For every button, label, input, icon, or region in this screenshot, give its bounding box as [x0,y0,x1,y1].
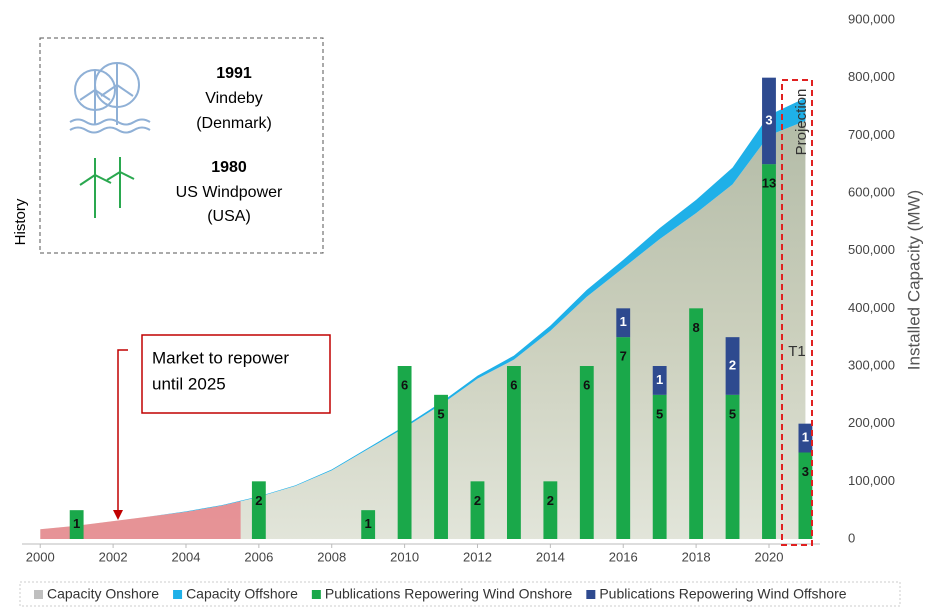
y-tick-label: 600,000 [848,184,895,199]
y-tick-label: 900,000 [848,11,895,26]
bar [252,481,266,539]
x-tick-label: 2010 [390,549,419,564]
bar-label: 1 [802,430,809,445]
bar [543,481,557,539]
offshore-icon [70,63,150,133]
bar-label: 1 [620,314,627,329]
legend-swatch [312,590,321,599]
bar [616,337,630,539]
bar-label: 2 [474,493,481,508]
legend-swatch [34,590,43,599]
legend-label: Capacity Offshore [186,586,298,602]
y-tick-label: 300,000 [848,357,895,372]
x-tick-label: 2014 [536,549,565,564]
annotation-text: Market to repower [152,348,289,367]
bar-label: 1 [365,516,372,531]
bar-label: 1 [73,516,80,531]
bar-label: 5 [437,406,444,421]
bar-label: 1 [656,372,663,387]
bar-label: 6 [401,377,408,392]
legend-label: Capacity Onshore [47,586,159,602]
x-tick-label: 2006 [244,549,273,564]
bar-label: 13 [762,176,776,191]
y-tick-label: 0 [848,530,855,545]
x-tick-label: 2000 [26,549,55,564]
history-country: (Denmark) [196,115,272,132]
projection-label: Projection [793,89,810,156]
y-tick-label: 800,000 [848,69,895,84]
y-tick-label: 100,000 [848,473,895,488]
history-year: 1980 [211,159,247,176]
annotation-text: until 2025 [152,374,226,393]
bar-label: 3 [765,112,772,127]
x-tick-label: 2012 [463,549,492,564]
bar-label: 5 [656,406,663,421]
x-tick-label: 2002 [99,549,128,564]
bar-label: 2 [255,493,262,508]
bar [471,481,485,539]
legend-swatch [173,590,182,599]
bar [762,164,776,539]
bar-label: 5 [729,406,736,421]
x-tick-label: 2004 [172,549,201,564]
onshore-icon [80,157,134,218]
chart: 1991 Vindeby (Denmark) 1980 US Windpower… [0,0,927,608]
x-tick-label: 2016 [609,549,638,564]
annotation-arrow [118,350,128,512]
history-label: History [12,198,29,245]
bar-label: 2 [547,493,554,508]
legend-label: Publications Repowering Wind Offshore [599,586,846,602]
t1-label: T1 [788,343,806,360]
legend-label: Publications Repowering Wind Onshore [325,586,573,602]
history-country: (USA) [207,208,251,225]
history-year: 1991 [216,65,252,82]
history-box [40,38,323,253]
y-tick-label: 400,000 [848,300,895,315]
bar-label: 7 [620,349,627,364]
y-tick-label: 500,000 [848,242,895,257]
bar-label: 6 [583,377,590,392]
bar-label: 8 [692,320,699,335]
bar-label: 2 [729,357,736,372]
y-tick-label: 700,000 [848,127,895,142]
bar [689,308,703,539]
x-tick-label: 2018 [682,549,711,564]
x-tick-label: 2020 [755,549,784,564]
bar-label: 6 [510,377,517,392]
history-site: Vindeby [205,90,263,107]
x-tick-label: 2008 [317,549,346,564]
bar-label: 3 [802,464,809,479]
annotation-arrowhead [113,510,123,520]
legend-swatch [586,590,595,599]
history-site: US Windpower [176,184,283,201]
y-tick-label: 200,000 [848,415,895,430]
y-axis-title: Installed Capacity (MW) [904,190,923,370]
